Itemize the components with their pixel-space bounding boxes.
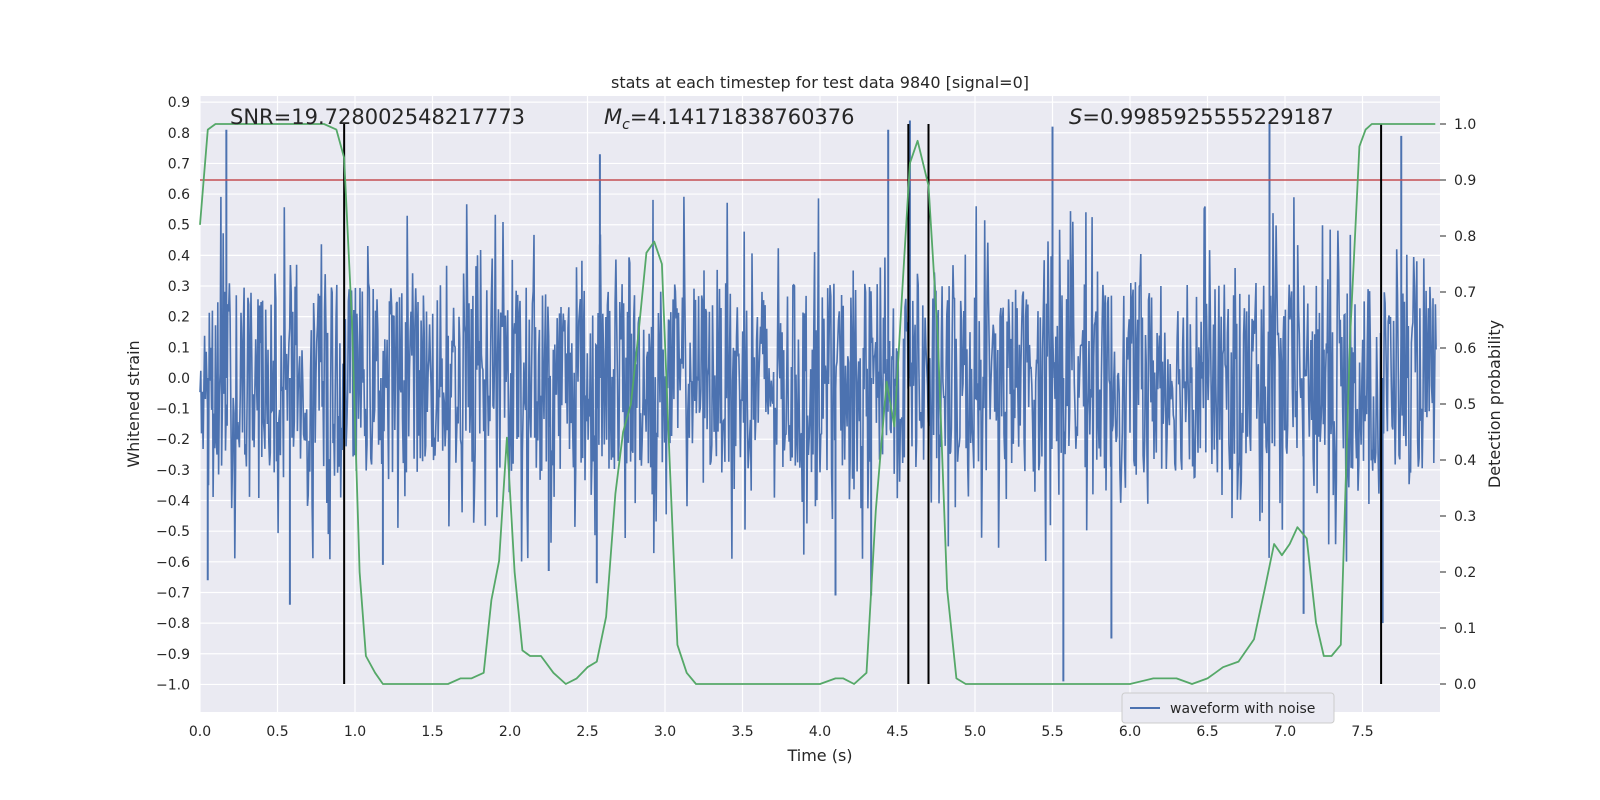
waveform-series [199, 120, 1437, 682]
right-y-tick-7: 0.3 [1454, 509, 1476, 525]
chirp-mass-value: =4.14171838760376 [630, 105, 855, 129]
right-y-tick-1: 0.9 [1454, 173, 1476, 189]
right-y-tick-8: 0.2 [1454, 565, 1476, 581]
left-y-tick-2: 0.7 [168, 156, 190, 172]
left-y-tick-12: −0.3 [156, 463, 190, 479]
probability-line [199, 123, 1436, 685]
left-y-tick-6: 0.3 [168, 279, 190, 295]
x-axis-label: Time (s) [786, 746, 852, 765]
left-y-tick-15: −0.6 [156, 555, 190, 571]
left-y-tick-14: −0.5 [156, 524, 190, 540]
legend-label: waveform with noise [1170, 701, 1315, 717]
right-y-tick-10: 0.0 [1454, 677, 1476, 693]
x-tick-14: 7.0 [1274, 724, 1296, 740]
x-tick-5: 2.5 [576, 724, 598, 740]
right-y-tick-0: 1.0 [1454, 117, 1476, 133]
x-tick-10: 5.0 [964, 724, 986, 740]
chirp-mass-symbol: M [604, 105, 622, 129]
s-symbol: S [1069, 105, 1082, 129]
x-tick-6: 3.0 [654, 724, 676, 740]
overlay [199, 123, 1440, 685]
left-y-tick-17: −0.8 [156, 616, 190, 632]
left-y-tick-7: 0.2 [168, 310, 190, 326]
right-y-tick-5: 0.5 [1454, 397, 1476, 413]
left-y-tick-3: 0.6 [168, 187, 190, 203]
left-y-tick-18: −0.9 [156, 647, 190, 663]
chirp-mass-annotation: Mc=4.14171838760376 [604, 105, 855, 133]
x-tick-3: 1.5 [421, 724, 443, 740]
x-tick-1: 0.5 [266, 724, 288, 740]
left-y-tick-8: 0.1 [168, 340, 190, 356]
left-y-axis-ticks: 0.9 0.8 0.7 0.6 0.5 0.4 0.3 0.2 0.1 0.0 −0.1 −0.2 −0… [156, 95, 190, 693]
legend: waveform with noise [1121, 692, 1335, 724]
left-y-tick-5: 0.4 [168, 248, 190, 264]
left-y-tick-16: −0.7 [156, 585, 190, 601]
right-y-axis-label: Detection probability [1485, 320, 1504, 488]
left-y-tick-4: 0.5 [168, 218, 190, 234]
s-value: =0.9985925555229187 [1082, 105, 1333, 129]
snr-annotation: SNR=19.728002548217773 [230, 105, 525, 129]
chart-title: stats at each timestep for test data 984… [611, 73, 1029, 92]
x-tick-15: 7.5 [1351, 724, 1373, 740]
x-tick-11: 5.5 [1041, 724, 1063, 740]
left-y-tick-0: 0.9 [168, 95, 190, 111]
left-y-tick-13: −0.4 [156, 494, 190, 510]
x-tick-7: 3.5 [731, 724, 753, 740]
x-tick-9: 4.5 [886, 724, 908, 740]
right-y-tick-4: 0.6 [1454, 341, 1476, 357]
right-y-tick-2: 0.8 [1454, 229, 1476, 245]
left-y-tick-11: −0.2 [156, 432, 190, 448]
left-y-tick-9: 0.0 [168, 371, 190, 387]
right-y-axis-ticks: 1.0 0.9 0.8 0.7 0.6 0.5 0.4 0.3 0.2 0.1 0.0 [1440, 117, 1476, 693]
chirp-mass-subscript: c [622, 117, 630, 133]
left-y-tick-10: −0.1 [156, 402, 190, 418]
left-y-tick-1: 0.8 [168, 126, 190, 142]
x-tick-0: 0.0 [189, 724, 211, 740]
s-annotation: S=0.9985925555229187 [1069, 105, 1334, 129]
right-y-tick-9: 0.1 [1454, 621, 1476, 637]
left-y-tick-19: −1.0 [156, 677, 190, 693]
x-tick-13: 6.5 [1196, 724, 1218, 740]
x-tick-12: 6.0 [1119, 724, 1141, 740]
waveform-line [199, 196, 1437, 562]
x-tick-4: 2.0 [499, 724, 521, 740]
legend-box [1121, 692, 1335, 724]
x-tick-8: 4.0 [809, 724, 831, 740]
right-y-tick-3: 0.7 [1454, 285, 1476, 301]
left-y-axis-label: Whitened strain [124, 340, 143, 467]
right-y-tick-6: 0.4 [1454, 453, 1476, 469]
x-axis-ticks: 0.0 0.5 1.0 1.5 2.0 2.5 3.0 3.5 4.0 4.5 5.0 5.5 6.0 6… [189, 724, 1374, 740]
x-tick-2: 1.0 [344, 724, 366, 740]
